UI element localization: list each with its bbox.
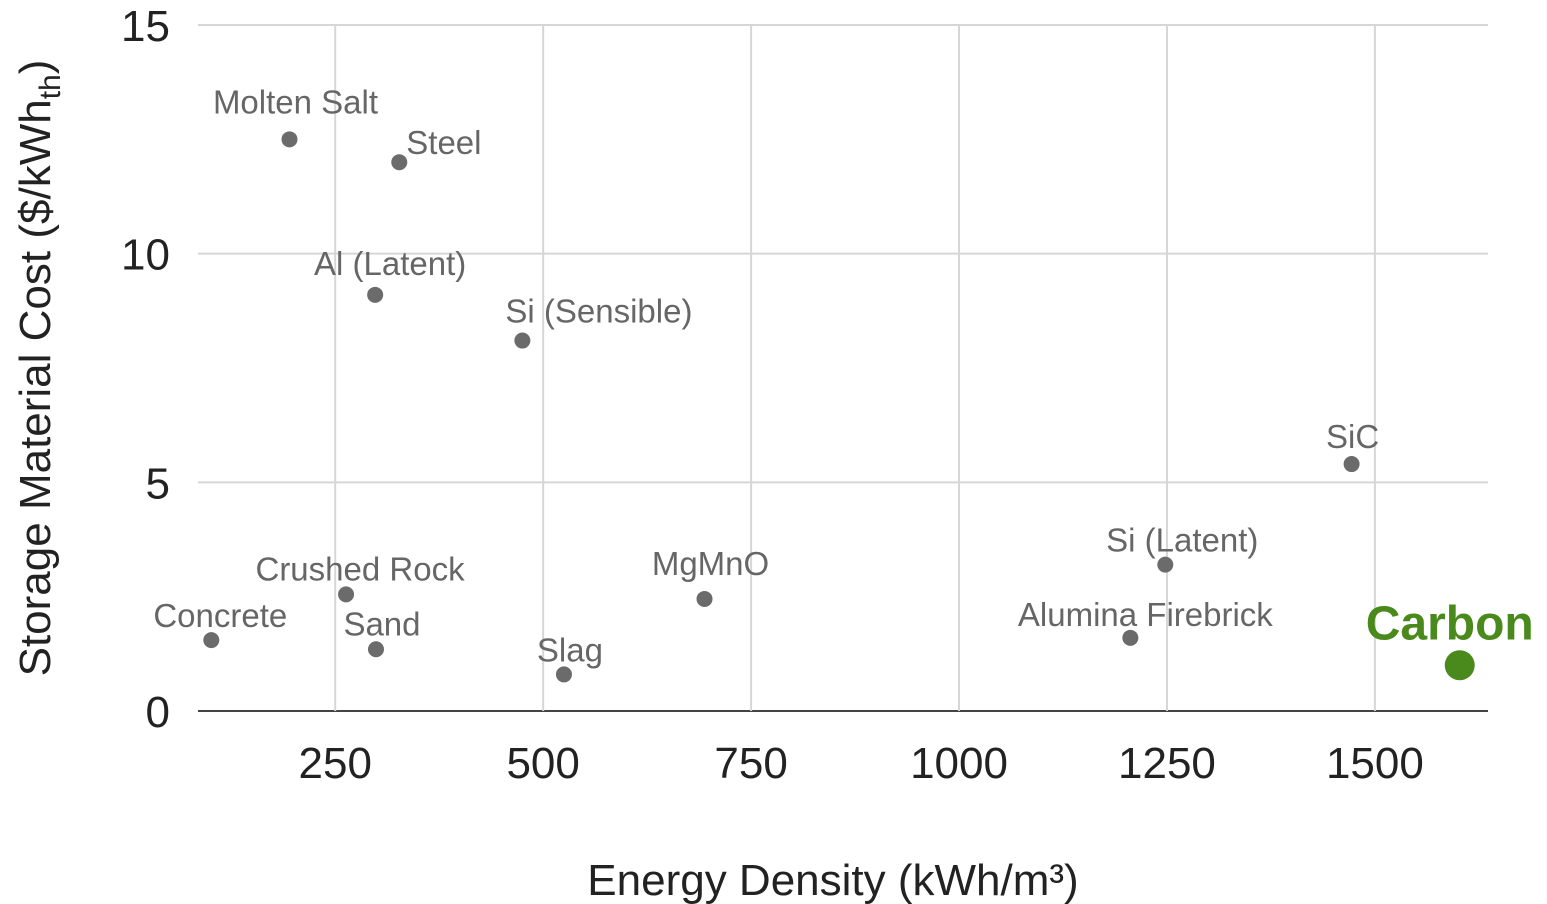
y-tick-label: 0: [146, 688, 170, 737]
data-label: Si (Latent): [1106, 522, 1258, 559]
x-tick-label: 500: [506, 739, 579, 788]
data-label: Steel: [406, 124, 481, 161]
x-axis-title: Energy Density (kWh/m³): [587, 856, 1078, 904]
data-label: SiC: [1326, 418, 1379, 455]
data-point: [338, 586, 355, 603]
x-tick-label: 1500: [1326, 739, 1424, 788]
data-label: Alumina Firebrick: [1018, 596, 1273, 633]
grid: [198, 24, 1488, 712]
data-label: Al (Latent): [314, 245, 466, 282]
x-tick-label: 750: [714, 739, 787, 788]
data-point: [555, 666, 572, 683]
data-label: Molten Salt: [213, 83, 378, 120]
data-label: Carbon: [1366, 597, 1534, 650]
x-tick-label: 1250: [1118, 739, 1216, 788]
data-point: [696, 590, 713, 607]
y-tick-label: 15: [121, 2, 170, 51]
data-points: Molten Salt Steel Al (Latent) Si (Sensible)…: [153, 83, 1534, 683]
data-point: [367, 641, 384, 658]
data-point: [281, 131, 298, 148]
data-label: Sand: [343, 605, 420, 642]
tick-labels: 0 5 10 15 250 500 750 1000 1250 1500: [121, 2, 1424, 788]
y-tick-label: 10: [121, 231, 170, 280]
x-tick-label: 1000: [910, 739, 1008, 788]
x-tick-label: 250: [299, 739, 372, 788]
y-axis-title: Storage Material Cost ($/kWhth): [11, 60, 67, 677]
y-tick-label: 5: [146, 459, 170, 508]
data-label: Concrete: [153, 597, 287, 634]
data-point: [1343, 456, 1360, 473]
data-point: [1157, 556, 1174, 573]
data-label: Crushed Rock: [255, 550, 465, 587]
data-point: [391, 154, 408, 171]
data-point: [1122, 629, 1139, 646]
data-label: Si (Sensible): [505, 293, 692, 330]
data-point: [1444, 650, 1475, 681]
data-label: MgMnO: [652, 545, 769, 582]
data-label: Slag: [537, 631, 603, 668]
data-point: [203, 632, 220, 649]
data-point: [367, 286, 384, 303]
data-point: [514, 332, 531, 349]
